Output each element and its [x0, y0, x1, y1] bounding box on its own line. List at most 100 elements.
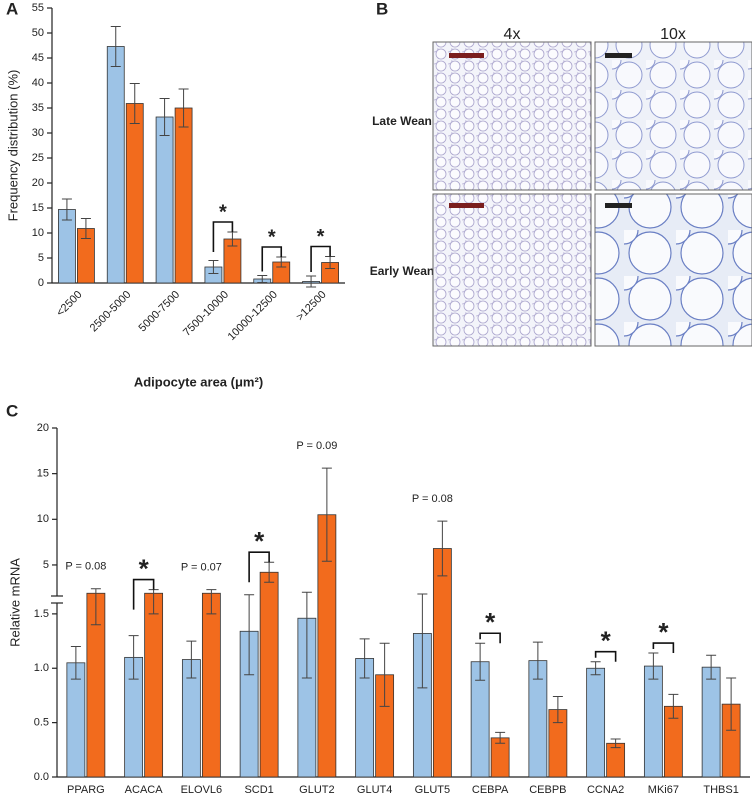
bar — [606, 742, 626, 778]
significance-bracket — [594, 650, 617, 662]
y-axis-title: Frequency distribution (%) — [5, 70, 20, 222]
error-bar — [90, 588, 101, 626]
error-bar — [552, 696, 563, 724]
error-bar — [590, 661, 601, 676]
error-bar — [159, 98, 170, 136]
significance-bracket — [261, 246, 283, 272]
y-tick-label: 0.0 — [34, 771, 49, 783]
y-axis-title: Relative mRNA — [7, 558, 22, 647]
significance-star: * — [658, 617, 669, 647]
y-tick-label: 40 — [32, 77, 44, 89]
x-tick-label: 2500-5000 — [88, 289, 134, 335]
significance-bracket — [310, 245, 331, 272]
x-tick-label: MKi67 — [648, 784, 679, 796]
micrograph — [432, 193, 592, 347]
bar — [125, 103, 144, 284]
error-bar — [532, 641, 543, 680]
scale-bar — [449, 203, 484, 208]
error-bar — [475, 642, 486, 681]
error-bar — [186, 640, 197, 679]
micrograph — [432, 41, 592, 191]
bar — [586, 667, 606, 778]
significance-bracket — [652, 642, 675, 654]
x-tick-label: THBS1 — [703, 784, 738, 796]
bar — [259, 571, 279, 778]
y-tick-label: 35 — [32, 102, 44, 114]
y-tick-label: 5 — [38, 252, 44, 264]
panel-label: A — [6, 0, 18, 18]
scale-bar — [605, 53, 632, 58]
error-bar — [359, 638, 370, 679]
column-label: 4x — [504, 26, 521, 43]
micrograph-panel: B 4x 10x Late Wean Early Wean — [370, 0, 752, 347]
error-bar — [648, 652, 659, 680]
p-value: P = 0.09 — [296, 440, 337, 452]
x-tick-label: GLUT4 — [357, 784, 392, 796]
y-tick-label: 20 — [37, 422, 49, 434]
x-tick-label: ACACA — [125, 784, 164, 796]
significance-bracket — [248, 551, 270, 583]
significance-star: * — [317, 226, 325, 248]
bar — [201, 592, 221, 778]
error-bar — [706, 654, 717, 680]
column-label: 10x — [660, 26, 686, 43]
p-value: P = 0.08 — [65, 561, 106, 573]
significance-bracket — [132, 578, 155, 610]
x-tick-label: <2500 — [54, 289, 84, 319]
p-value: P = 0.07 — [181, 562, 222, 574]
panel-label: B — [376, 0, 388, 18]
bar — [106, 46, 125, 284]
error-bar — [206, 589, 217, 615]
y-tick-label: 15 — [32, 202, 44, 214]
p-value: P = 0.08 — [412, 493, 453, 505]
x-tick-label: GLUT5 — [415, 784, 450, 796]
error-bar — [208, 260, 219, 274]
significance-star: * — [268, 226, 276, 248]
bar — [144, 592, 164, 778]
x-tick-label: CEBPA — [472, 784, 509, 796]
x-tick-label: CCNA2 — [587, 784, 624, 796]
error-bar — [321, 467, 332, 562]
y-tick-label: 25 — [32, 152, 44, 164]
error-bar — [610, 738, 621, 749]
significance-star: * — [485, 607, 496, 637]
significance-bracket — [479, 632, 501, 644]
scale-bar — [449, 53, 484, 58]
x-tick-label: 7500-10000 — [181, 289, 231, 339]
error-bar — [70, 646, 81, 680]
panel-label: C — [6, 401, 18, 420]
significance-bracket — [212, 221, 234, 252]
y-tick-label: 55 — [32, 2, 44, 14]
x-tick-label: >12500 — [294, 289, 329, 324]
error-bar — [257, 275, 268, 283]
error-bar — [110, 26, 121, 67]
error-bar — [244, 594, 255, 676]
error-bar — [80, 218, 91, 239]
y-tick-label: 1.0 — [34, 662, 49, 674]
error-bar — [306, 275, 317, 288]
y-tick-label: 45 — [32, 52, 44, 64]
bar — [432, 548, 452, 778]
y-tick-label: 5 — [43, 559, 49, 571]
significance-star: * — [601, 626, 612, 656]
x-axis-title: Adipocyte area (μm²) — [134, 374, 263, 389]
error-bar — [128, 635, 139, 680]
bar — [643, 665, 663, 778]
bar — [66, 662, 86, 778]
x-tick-label: PPARG — [67, 784, 105, 796]
bar — [155, 116, 174, 284]
micrograph — [594, 41, 752, 191]
significance-star: * — [254, 526, 265, 556]
y-tick-label: 20 — [32, 177, 44, 189]
micrograph — [594, 193, 752, 347]
error-bar — [129, 83, 140, 124]
error-bar — [437, 520, 448, 577]
error-bar — [301, 591, 312, 679]
y-tick-label: 0.5 — [34, 717, 49, 729]
x-tick-label: 10000-12500 — [226, 289, 280, 343]
bar — [58, 209, 76, 284]
y-tick-label: 15 — [37, 468, 49, 480]
error-bar — [668, 693, 679, 719]
x-tick-label: SCD1 — [244, 784, 273, 796]
